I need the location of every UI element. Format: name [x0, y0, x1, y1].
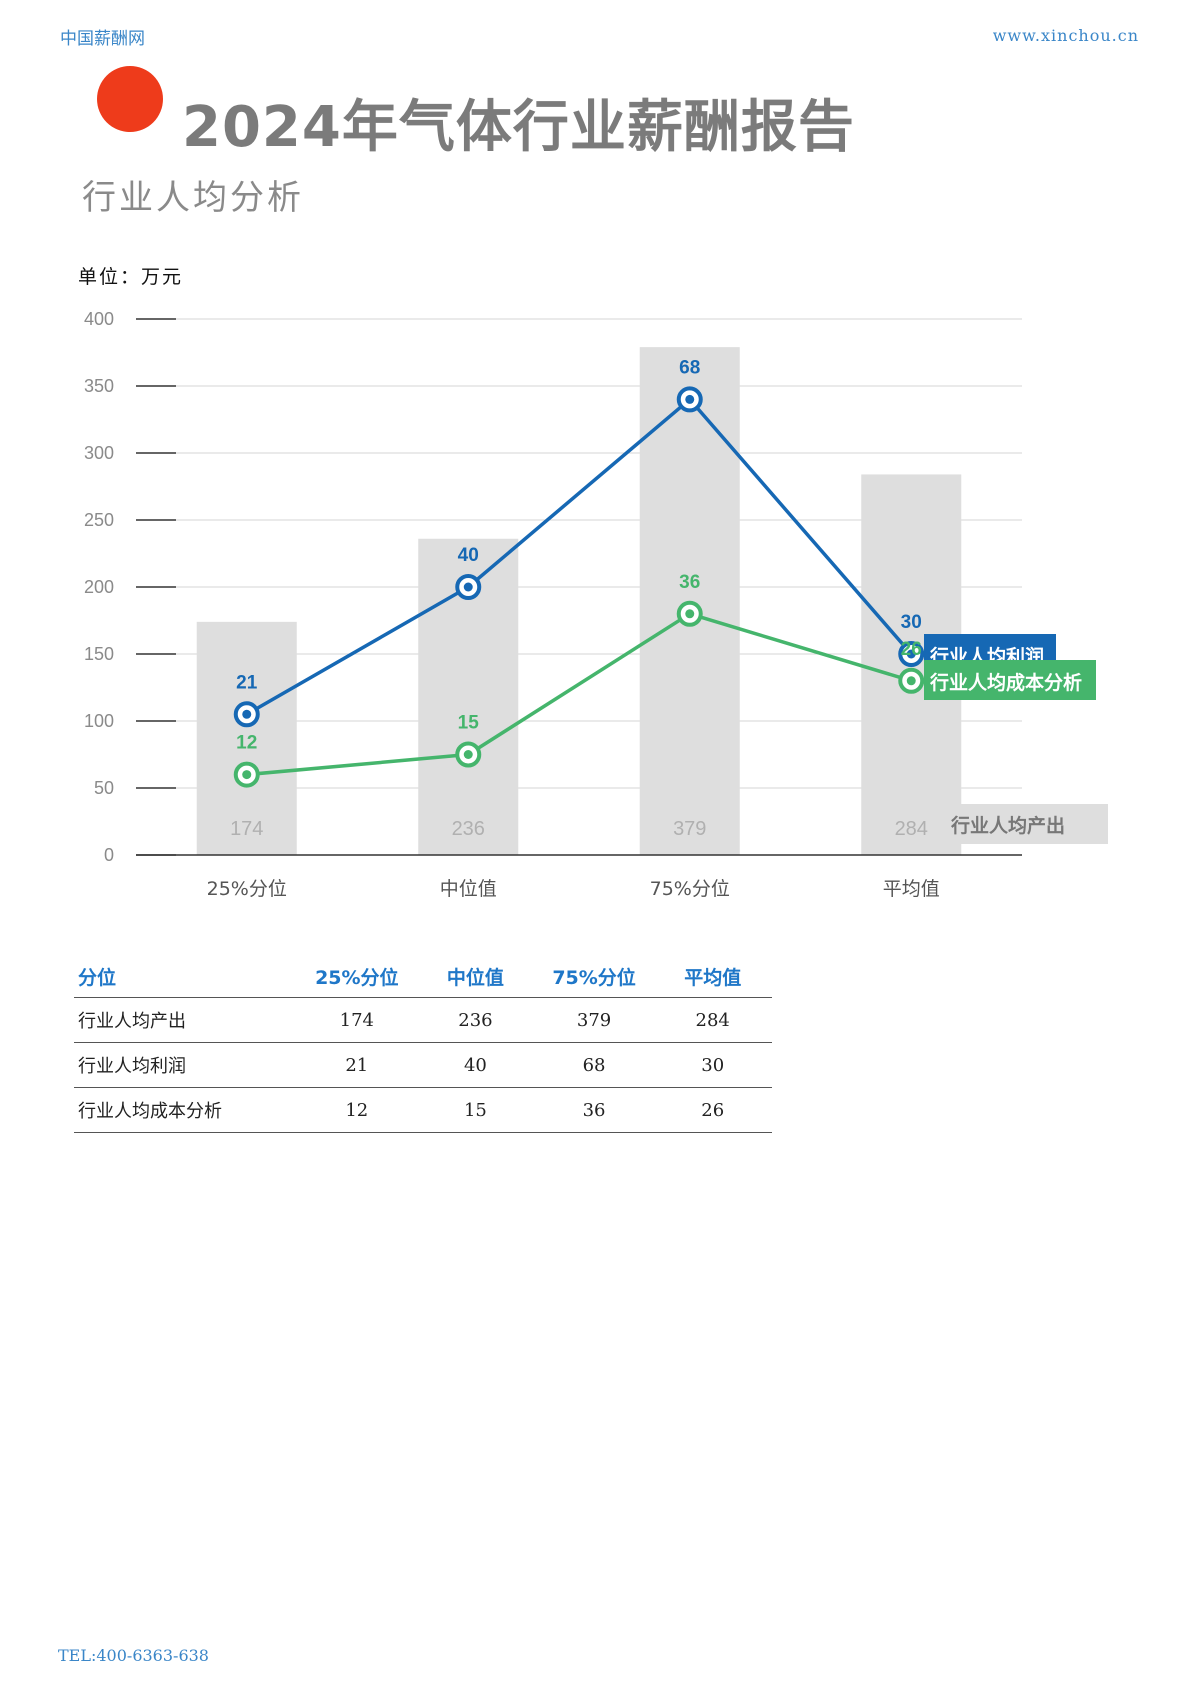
series-value-label-profit: 40: [458, 545, 479, 566]
y-tick-label: 100: [84, 711, 114, 731]
series-marker-cost-center: [685, 609, 695, 619]
x-tick-label: 25%分位: [207, 878, 287, 900]
bar-value-label: 379: [673, 818, 706, 840]
series-marker-profit-center: [685, 394, 695, 404]
x-tick-label: 平均值: [883, 878, 940, 900]
footer-phone: TEL:400-6363-638: [58, 1646, 209, 1665]
series-value-label-cost: 36: [679, 572, 700, 593]
table-row: 行业人均产出 174 236 379 284: [74, 997, 772, 1043]
table-row: 行业人均成本分析 12 15 36 26: [74, 1087, 772, 1133]
table-header-cell: 中位值: [416, 955, 535, 998]
y-tick-label: 0: [104, 845, 114, 865]
y-tick-label: 200: [84, 577, 114, 597]
series-value-label-profit: 68: [679, 357, 700, 378]
x-tick-label: 中位值: [440, 878, 497, 900]
table-cell: 行业人均利润: [74, 1042, 298, 1088]
table-cell: 40: [416, 1042, 535, 1088]
table-header-cell: 25%分位: [297, 955, 417, 998]
y-tick-label: 150: [84, 644, 114, 664]
website-url[interactable]: www.xinchou.cn: [992, 26, 1139, 45]
table-cell: 284: [653, 997, 772, 1043]
bar-value-label: 174: [230, 818, 263, 840]
unit-label: 单位：万元: [78, 266, 184, 288]
table-cell: 21: [297, 1042, 417, 1088]
series-line-profit: [245, 397, 913, 716]
section-title: 行业人均分析: [82, 178, 304, 218]
y-tick-label: 50: [94, 778, 114, 798]
legend-bar-box: [940, 804, 1108, 844]
series-value-label-profit: 21: [236, 672, 258, 693]
bar-value-label: 236: [452, 818, 485, 840]
series-value-label-profit: 30: [901, 612, 922, 633]
table-cell: 行业人均产出: [74, 997, 298, 1043]
series-marker-profit-center: [242, 709, 252, 719]
series-marker-cost-center: [463, 750, 473, 759]
brand-name: 中国薪酬网: [60, 29, 145, 49]
y-tick-label: 300: [84, 443, 114, 463]
series-value-label-cost: 12: [236, 733, 257, 754]
series-marker-cost-center: [242, 770, 252, 780]
title-dot-icon: [97, 66, 163, 132]
table-cell: 15: [416, 1087, 535, 1133]
legend-cost-label: 行业人均成本分析: [929, 671, 1082, 694]
series-marker-cost-center: [906, 676, 916, 686]
series-marker-profit-center: [906, 649, 916, 659]
table-row: 行业人均利润 21 40 68 30: [74, 1042, 772, 1088]
series-line-cost: [246, 612, 912, 777]
table-cell: 26: [653, 1087, 772, 1133]
bar: [196, 621, 297, 855]
table-header-row: 分位 25%分位 中位值 75%分位 平均值: [74, 955, 772, 998]
series-value-label-cost: 26: [901, 639, 922, 660]
bar-value-label: 284: [895, 818, 928, 840]
x-tick-label: 75%分位: [650, 878, 730, 900]
table-cell: 379: [534, 997, 654, 1043]
table-header-cell: 分位: [74, 955, 298, 998]
table-cell: 12: [297, 1087, 417, 1133]
table-cell: 174: [297, 997, 417, 1043]
data-table: 分位 25%分位 中位值 75%分位 平均值 行业人均产出 174 236 379 284 行业人…: [74, 955, 772, 1133]
legend-cost-box: [924, 660, 1096, 700]
combo-chart: 0 50 100 150 200 250 300 350 400 174 236 379 284 25%分…: [84, 309, 1108, 900]
table-cell: 236: [416, 997, 535, 1043]
table-header-cell: 平均值: [653, 955, 772, 998]
table-cell: 36: [534, 1087, 654, 1133]
page-title: 2024年气体行业薪酬报告: [182, 95, 855, 160]
y-tick-label: 350: [84, 376, 114, 396]
legend-bar-label: 行业人均产出: [950, 814, 1065, 837]
table-header-cell: 75%分位: [534, 955, 654, 998]
series-value-label-cost: 15: [458, 713, 480, 734]
y-tick-label: 250: [84, 510, 114, 530]
y-tick-label: 400: [84, 309, 114, 329]
series-marker-profit-center: [463, 582, 473, 592]
table-cell: 68: [534, 1042, 654, 1088]
table-body: 行业人均产出 174 236 379 284 行业人均利润 21 40 68 30 行业人均成本分析…: [74, 997, 772, 1133]
table-cell: 行业人均成本分析: [74, 1087, 298, 1133]
table-cell: 30: [653, 1042, 772, 1088]
